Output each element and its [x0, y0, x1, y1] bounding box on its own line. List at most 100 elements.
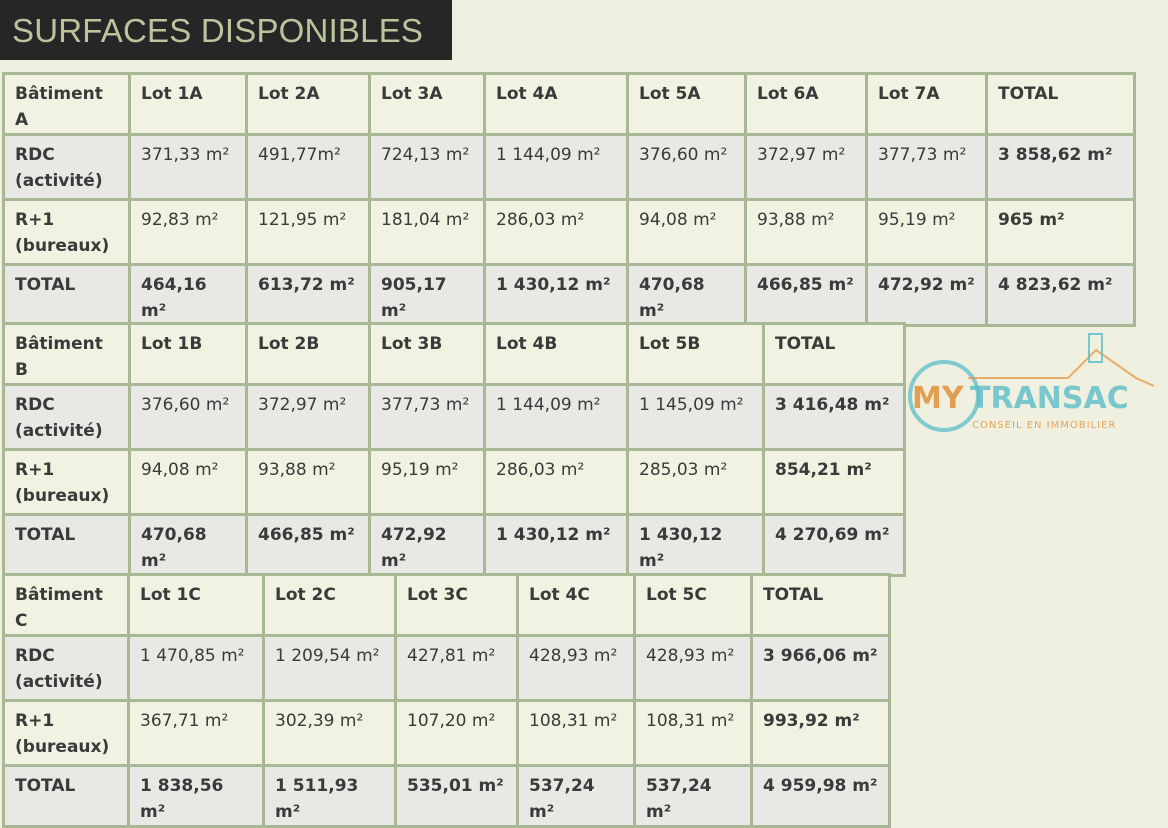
- row-label: R+1 (bureaux): [2, 699, 130, 767]
- row-label-line: (activité): [15, 171, 103, 191]
- surface-cell: 470,68 m²: [128, 513, 248, 577]
- row-label: R+1 (bureaux): [2, 448, 131, 516]
- surface-cell: 94,08 m²: [626, 198, 747, 266]
- row-label: RDC (activité): [2, 133, 131, 201]
- surface-cell: 1 430,12 m²: [483, 513, 629, 577]
- surface-cell: 107,20 m²: [394, 699, 519, 767]
- surface-cell: 121,95 m²: [245, 198, 371, 266]
- surface-cell: 1 144,09 m²: [483, 133, 629, 201]
- row-label: R+1 (bureaux): [2, 198, 131, 266]
- row-label: TOTAL: [2, 764, 130, 828]
- surface-cell: 491,77m²: [245, 133, 371, 201]
- surface-cell: 428,93 m²: [633, 634, 753, 702]
- table-batiment-b: Bâtiment B Lot 1B Lot 2B Lot 3B Lot 4B Lot 5B…: [2, 322, 906, 577]
- header-row: Bâtiment A Lot 1A Lot 2A Lot 3A Lot 4A Lot 5A…: [2, 72, 1136, 136]
- surface-cell: 108,31 m²: [516, 699, 636, 767]
- building-header: Bâtiment B: [2, 322, 131, 386]
- lot-header: Lot 3C: [394, 573, 519, 637]
- row-label-line: RDC: [15, 646, 55, 666]
- lot-header: Lot 4B: [483, 322, 629, 386]
- surface-cell: 466,85 m²: [245, 513, 371, 577]
- lot-header: Lot 2A: [245, 72, 371, 136]
- surface-cell: 1 145,09 m²: [626, 383, 765, 451]
- row-label-line: RDC: [15, 395, 55, 415]
- total-cell: 4 823,62 m²: [985, 263, 1136, 327]
- lot-header: Lot 7A: [865, 72, 988, 136]
- row-total: TOTAL 464,16 m² 613,72 m² 905,17 m² 1 430,12…: [2, 263, 1136, 327]
- surface-cell: 724,13 m²: [368, 133, 486, 201]
- total-header: TOTAL: [750, 573, 891, 637]
- row-label-line: TOTAL: [15, 776, 76, 796]
- total-header: TOTAL: [985, 72, 1136, 136]
- surface-cell: 427,81 m²: [394, 634, 519, 702]
- surface-cell: 537,24 m²: [516, 764, 636, 828]
- row-rdc: RDC (activité) 376,60 m² 372,97 m² 377,73 m²…: [2, 383, 906, 451]
- row-label: TOTAL: [2, 513, 131, 577]
- total-cell: 854,21 m²: [762, 448, 906, 516]
- row-total: TOTAL 470,68 m² 466,85 m² 472,92 m² 1 430,12…: [2, 513, 906, 577]
- row-label-line: (bureaux): [15, 737, 110, 757]
- surface-cell: 535,01 m²: [394, 764, 519, 828]
- total-header: TOTAL: [762, 322, 906, 386]
- row-label-line: (bureaux): [15, 486, 110, 506]
- row-label-line: R+1: [15, 210, 55, 230]
- mytransac-watermark-logo: MY TRANSAC CONSEIL EN IMMOBILIER: [908, 333, 1155, 432]
- surface-cell: 94,08 m²: [128, 448, 248, 516]
- surface-cell: 377,73 m²: [865, 133, 988, 201]
- surface-cell: 285,03 m²: [626, 448, 765, 516]
- surface-cell: 286,03 m²: [483, 448, 629, 516]
- lot-header: Lot 1B: [128, 322, 248, 386]
- row-label-line: TOTAL: [15, 275, 76, 295]
- surface-cell: 1 144,09 m²: [483, 383, 629, 451]
- header-row: Bâtiment C Lot 1C Lot 2C Lot 3C Lot 4C Lot 5C…: [2, 573, 891, 637]
- surface-cell: 376,60 m²: [128, 383, 248, 451]
- row-label-line: (bureaux): [15, 236, 110, 256]
- row-r1: R+1 (bureaux) 92,83 m² 121,95 m² 181,04 m² 28…: [2, 198, 1136, 266]
- total-cell: 4 270,69 m²: [762, 513, 906, 577]
- surface-cell: 372,97 m²: [245, 383, 371, 451]
- watermark-text: MY: [912, 381, 965, 416]
- watermark-text: CONSEIL EN IMMOBILIER: [972, 420, 1116, 431]
- table-batiment-c: Bâtiment C Lot 1C Lot 2C Lot 3C Lot 4C Lot 5C…: [2, 573, 891, 828]
- total-cell: 993,92 m²: [750, 699, 891, 767]
- lot-header: Lot 5A: [626, 72, 747, 136]
- surface-cell: 371,33 m²: [128, 133, 248, 201]
- surface-cell: 377,73 m²: [368, 383, 486, 451]
- row-total: TOTAL 1 838,56 m² 1 511,93 m² 535,01 m² 537,…: [2, 764, 891, 828]
- surface-cell: 376,60 m²: [626, 133, 747, 201]
- watermark-text: TRANSAC: [970, 381, 1129, 416]
- surface-cell: 1 838,56 m²: [127, 764, 265, 828]
- surface-cell: 613,72 m²: [245, 263, 371, 327]
- surface-cell: 905,17 m²: [368, 263, 486, 327]
- total-cell: 3 966,06 m²: [750, 634, 891, 702]
- surface-cell: 1 430,12 m²: [626, 513, 765, 577]
- surface-cell: 93,88 m²: [744, 198, 868, 266]
- lot-header: Lot 2C: [262, 573, 397, 637]
- surface-cell: 181,04 m²: [368, 198, 486, 266]
- row-r1: R+1 (bureaux) 94,08 m² 93,88 m² 95,19 m² 286,…: [2, 448, 906, 516]
- surface-cell: 1 511,93 m²: [262, 764, 397, 828]
- row-label-line: R+1: [15, 460, 55, 480]
- row-rdc: RDC (activité) 1 470,85 m² 1 209,54 m² 427,8…: [2, 634, 891, 702]
- table-batiment-a: Bâtiment A Lot 1A Lot 2A Lot 3A Lot 4A Lot 5A…: [2, 72, 1136, 327]
- surface-cell: 302,39 m²: [262, 699, 397, 767]
- building-header: Bâtiment C: [2, 573, 130, 637]
- surface-cell: 428,93 m²: [516, 634, 636, 702]
- lot-header: Lot 1C: [127, 573, 265, 637]
- header-row: Bâtiment B Lot 1B Lot 2B Lot 3B Lot 4B Lot 5B…: [2, 322, 906, 386]
- surface-cell: 95,19 m²: [368, 448, 486, 516]
- lot-header: Lot 3B: [368, 322, 486, 386]
- row-label-line: (activité): [15, 672, 103, 692]
- surface-cell: 466,85 m²: [744, 263, 868, 327]
- row-label-line: (activité): [15, 421, 103, 441]
- lot-header: Lot 4C: [516, 573, 636, 637]
- lot-header: Lot 1A: [128, 72, 248, 136]
- row-label-line: R+1: [15, 711, 55, 731]
- row-label-line: RDC: [15, 145, 55, 165]
- surface-cell: 1 470,85 m²: [127, 634, 265, 702]
- row-label: RDC (activité): [2, 634, 130, 702]
- surface-cell: 472,92 m²: [865, 263, 988, 327]
- surface-cell: 367,71 m²: [127, 699, 265, 767]
- total-cell: 965 m²: [985, 198, 1136, 266]
- row-label: RDC (activité): [2, 383, 131, 451]
